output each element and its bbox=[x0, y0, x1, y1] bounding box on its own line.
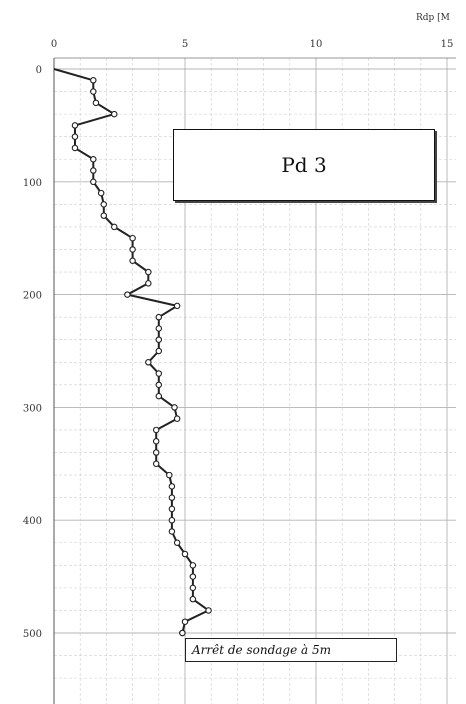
data-point bbox=[145, 359, 152, 366]
x-axis-unit-label: Rdp [M bbox=[416, 13, 450, 23]
data-point bbox=[189, 562, 197, 569]
data-point bbox=[100, 201, 108, 208]
sounding-label: Pd 3 bbox=[281, 153, 327, 177]
data-point bbox=[189, 573, 197, 580]
data-point bbox=[155, 381, 163, 389]
y-tick-label: 0 bbox=[36, 65, 42, 76]
data-point bbox=[71, 144, 79, 152]
data-point bbox=[71, 122, 79, 129]
data-point bbox=[129, 234, 136, 242]
data-point bbox=[111, 110, 118, 118]
data-point bbox=[152, 437, 160, 445]
data-point bbox=[155, 325, 163, 332]
data-point bbox=[155, 347, 163, 355]
data-point bbox=[181, 550, 189, 558]
data-point bbox=[168, 516, 176, 524]
data-point bbox=[189, 595, 197, 603]
data-point bbox=[152, 449, 160, 456]
data-point bbox=[171, 404, 178, 411]
data-point bbox=[90, 88, 97, 95]
data-point bbox=[92, 99, 100, 107]
y-tick-label: 500 bbox=[23, 629, 42, 640]
data-point bbox=[155, 313, 163, 321]
data-point bbox=[145, 280, 152, 287]
data-point bbox=[90, 77, 97, 84]
data-point bbox=[90, 155, 97, 163]
data-point bbox=[155, 336, 163, 343]
data-point bbox=[205, 607, 212, 614]
data-point bbox=[168, 505, 176, 513]
end-of-sounding-text: Arrêt de sondage à 5m bbox=[192, 643, 332, 657]
data-point bbox=[90, 178, 97, 186]
x-tick-label: 5 bbox=[182, 39, 188, 50]
data-point bbox=[168, 528, 176, 535]
data-point bbox=[155, 370, 163, 377]
x-tick-label: 15 bbox=[441, 39, 454, 50]
x-tick-label: 0 bbox=[51, 39, 57, 50]
data-point bbox=[90, 167, 97, 174]
data-point bbox=[97, 189, 105, 197]
data-point bbox=[100, 212, 108, 219]
x-tick-label: 10 bbox=[310, 39, 323, 50]
data-point bbox=[179, 629, 186, 637]
y-tick-label: 200 bbox=[23, 291, 42, 302]
y-tick-label: 300 bbox=[23, 403, 42, 414]
sounding-label-box: Pd 3 bbox=[173, 129, 435, 201]
data-point bbox=[155, 392, 163, 400]
data-point bbox=[166, 471, 173, 479]
data-point bbox=[173, 415, 181, 422]
data-point bbox=[129, 246, 136, 253]
data-point bbox=[111, 223, 118, 231]
data-point bbox=[145, 268, 152, 276]
data-point bbox=[189, 584, 197, 592]
data-point bbox=[181, 618, 189, 625]
data-point bbox=[168, 494, 176, 501]
end-of-sounding-note: Arrêt de sondage à 5m bbox=[185, 638, 397, 662]
data-point bbox=[168, 483, 176, 490]
y-tick-label: 100 bbox=[23, 178, 42, 189]
data-point bbox=[124, 291, 131, 298]
data-point bbox=[173, 302, 181, 310]
data-point bbox=[152, 426, 160, 434]
data-point bbox=[173, 539, 181, 547]
data-point bbox=[129, 257, 136, 265]
y-tick-label: 400 bbox=[23, 516, 42, 527]
data-point bbox=[152, 460, 160, 468]
data-point bbox=[71, 133, 79, 140]
